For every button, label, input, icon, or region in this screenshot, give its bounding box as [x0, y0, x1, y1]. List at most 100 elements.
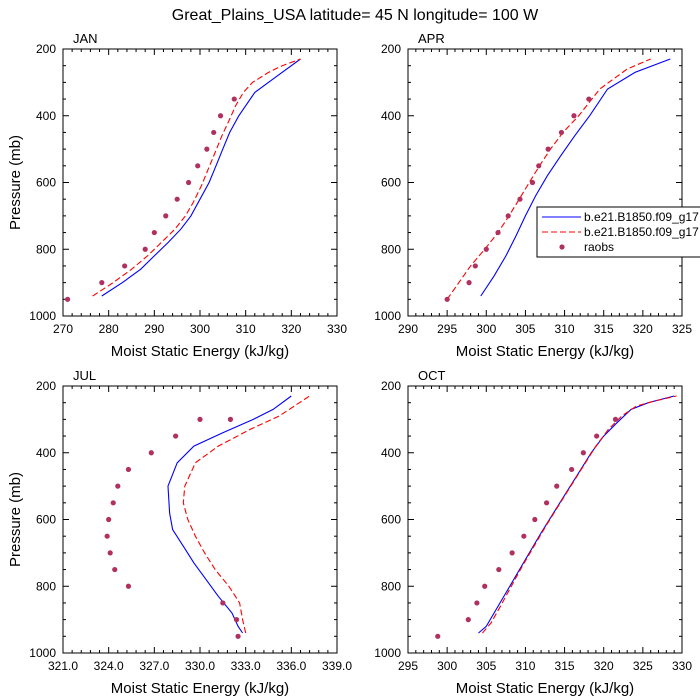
- raobs-point: [173, 433, 179, 439]
- x-tick-label: 330: [672, 659, 692, 673]
- x-tick-label: 320: [281, 322, 301, 336]
- y-tick-label: 200: [36, 42, 56, 56]
- y-tick-label: 200: [36, 379, 56, 393]
- y-tick-label: 400: [36, 109, 56, 123]
- x-tick-label: 320: [633, 322, 653, 336]
- x-axis-label: Moist Static Energy (kJ/kg): [111, 343, 289, 360]
- raobs-point: [569, 466, 575, 473]
- model-a-solid-line: [478, 395, 675, 634]
- raobs-point: [107, 550, 113, 556]
- plot-frame: [62, 48, 338, 317]
- raobs-point: [554, 483, 560, 489]
- figure-title: Great_Plains_USA latitude= 45 N longitud…: [172, 7, 539, 24]
- x-tick-label: 327.0: [139, 659, 169, 673]
- model-b-dashed-line: [182, 395, 310, 634]
- y-tick-label: 800: [36, 242, 56, 256]
- x-tick-label: 336.0: [276, 659, 306, 673]
- raobs-point: [444, 296, 450, 302]
- raobs-point: [505, 213, 511, 219]
- x-tick-label: 321.0: [48, 659, 78, 673]
- y-tick-label: 800: [381, 242, 401, 256]
- raobs-point: [110, 500, 116, 506]
- raobs-point: [536, 163, 542, 169]
- panel-oct: 295 300 305 310 315 320 325 330 200 400 600 800 1000…: [374, 368, 692, 697]
- legend-entry-label: b.e21.B1850.f09_g17: [584, 210, 699, 224]
- y-tick-label: 800: [36, 579, 56, 593]
- raobs-point: [517, 196, 523, 202]
- y-tick-label: 600: [36, 176, 56, 190]
- panel-label: JAN: [73, 31, 98, 46]
- x-axis-label: Moist Static Energy (kJ/kg): [111, 680, 289, 697]
- raobs-point: [482, 583, 488, 589]
- data-layer: [64, 58, 301, 302]
- raobs-point: [495, 229, 501, 236]
- x-tick-label: 290: [144, 322, 164, 336]
- x-tick-label: 324.0: [94, 659, 124, 673]
- y-tick-label: 1000: [29, 646, 56, 660]
- y-tick-label: 800: [381, 579, 401, 593]
- raobs-point: [543, 500, 550, 506]
- raobs-point: [465, 617, 471, 623]
- raobs-point: [532, 516, 538, 523]
- raobs-point: [521, 533, 527, 539]
- raobs-point: [217, 113, 224, 119]
- raobs-point: [204, 146, 210, 152]
- raobs-point: [104, 533, 110, 539]
- x-tick-label: 295: [437, 322, 457, 336]
- y-tick-label: 1000: [374, 646, 401, 660]
- x-tick-label: 305: [515, 322, 535, 336]
- x-tick-label: 330: [327, 322, 347, 336]
- raobs-point: [163, 213, 169, 219]
- raobs-point: [472, 263, 478, 269]
- raobs-point: [115, 483, 121, 489]
- raobs-point: [586, 96, 592, 102]
- y-tick-label: 400: [36, 446, 56, 460]
- x-tick-label: 280: [99, 322, 119, 336]
- raobs-point: [227, 416, 234, 422]
- legend: b.e21.B1850.f09_g17b.e21.B1850.f09_g17ra…: [536, 206, 700, 258]
- data-layer: [435, 395, 677, 639]
- raobs-point: [195, 163, 201, 169]
- raobs-point: [509, 550, 515, 556]
- model-a-solid-line: [480, 58, 671, 297]
- x-tick-label: 270: [53, 322, 73, 336]
- y-axis-label: Pressure (mb): [7, 472, 24, 567]
- x-axis-label: Moist Static Energy (kJ/kg): [456, 680, 634, 697]
- x-tick-label: 315: [594, 322, 614, 336]
- y-tick-label: 1000: [374, 309, 401, 323]
- x-tick-label: 300: [190, 322, 210, 336]
- x-tick-label: 310: [515, 659, 535, 673]
- raobs-point: [197, 416, 203, 422]
- x-tick-label: 310: [236, 322, 256, 336]
- legend-raobs-marker: [559, 244, 565, 250]
- raobs-point: [106, 516, 112, 523]
- raobs-point: [142, 246, 148, 252]
- raobs-point: [466, 280, 472, 286]
- raobs-point: [64, 296, 71, 302]
- x-tick-label: 339.0: [322, 659, 352, 673]
- raobs-point: [571, 113, 577, 119]
- data-layer: [444, 58, 671, 302]
- panel-jul: 321.0 324.0 327.0 330.0 333.0 336.0 339.0 200 40…: [7, 368, 352, 697]
- model-a-solid-line: [101, 58, 301, 297]
- x-tick-label: 300: [437, 659, 457, 673]
- y-tick-label: 600: [36, 513, 56, 527]
- x-tick-label: 330.0: [185, 659, 215, 673]
- raobs-point: [558, 129, 565, 136]
- model-b-dashed-line: [92, 58, 301, 297]
- raobs-point: [612, 416, 619, 422]
- model-b-dashed-line: [481, 395, 677, 634]
- x-tick-label: 295: [398, 659, 418, 673]
- raobs-point: [474, 600, 480, 606]
- panels: 270 280 290 300 310 320 330 200 400 600 800 1000 JAN…: [7, 31, 692, 697]
- raobs-point: [235, 633, 241, 639]
- raobs-point: [112, 566, 118, 573]
- plot-frame: [407, 48, 683, 317]
- raobs-point: [125, 466, 132, 473]
- x-tick-label: 305: [476, 659, 496, 673]
- x-tick-label: 290: [398, 322, 418, 336]
- legend-entry-label: b.e21.B1850.f09_g17: [584, 225, 699, 239]
- y-tick-label: 200: [381, 379, 401, 393]
- raobs-point: [125, 583, 132, 589]
- y-axis-label: Pressure (mb): [7, 135, 24, 230]
